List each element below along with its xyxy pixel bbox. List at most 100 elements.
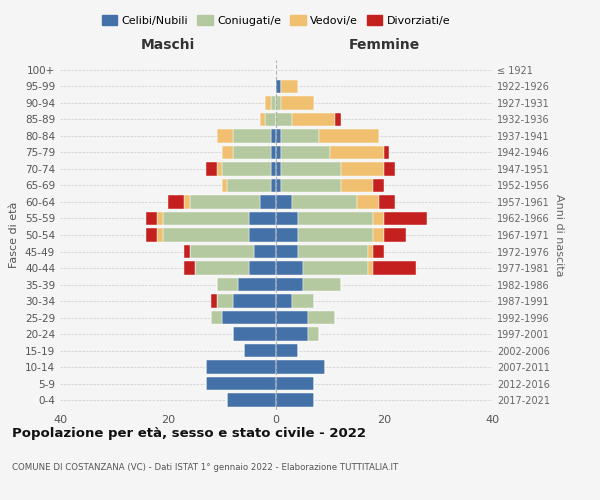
Bar: [292, 294, 314, 308]
Bar: [190, 195, 260, 209]
Bar: [276, 344, 298, 358]
Bar: [168, 195, 184, 209]
Bar: [265, 112, 276, 126]
Bar: [335, 112, 341, 126]
Bar: [303, 261, 368, 275]
Bar: [281, 80, 298, 93]
Bar: [384, 212, 427, 226]
Bar: [249, 228, 276, 242]
Bar: [271, 162, 276, 175]
Bar: [211, 311, 222, 324]
Bar: [157, 228, 163, 242]
Bar: [222, 162, 271, 175]
Bar: [206, 162, 217, 175]
Legend: Celibi/Nubili, Coniugati/e, Vedovi/e, Divorziati/e: Celibi/Nubili, Coniugati/e, Vedovi/e, Di…: [97, 10, 455, 30]
Bar: [368, 244, 373, 258]
Bar: [281, 96, 314, 110]
Bar: [271, 129, 276, 142]
Bar: [249, 261, 276, 275]
Bar: [217, 278, 238, 291]
Bar: [254, 244, 276, 258]
Bar: [163, 212, 249, 226]
Bar: [298, 212, 373, 226]
Bar: [276, 377, 314, 390]
Y-axis label: Fasce di età: Fasce di età: [10, 202, 19, 268]
Bar: [373, 212, 384, 226]
Bar: [206, 360, 276, 374]
Bar: [222, 146, 233, 159]
Bar: [276, 328, 308, 341]
Bar: [265, 96, 271, 110]
Bar: [276, 244, 298, 258]
Bar: [292, 195, 357, 209]
Bar: [233, 328, 276, 341]
Bar: [281, 129, 319, 142]
Bar: [217, 129, 233, 142]
Bar: [373, 244, 384, 258]
Bar: [276, 80, 281, 93]
Bar: [276, 278, 303, 291]
Bar: [217, 294, 233, 308]
Bar: [233, 129, 271, 142]
Bar: [211, 294, 217, 308]
Bar: [298, 244, 368, 258]
Bar: [357, 195, 379, 209]
Bar: [281, 162, 341, 175]
Bar: [271, 178, 276, 192]
Bar: [292, 112, 335, 126]
Bar: [157, 212, 163, 226]
Bar: [308, 328, 319, 341]
Y-axis label: Anni di nascita: Anni di nascita: [554, 194, 564, 276]
Bar: [384, 228, 406, 242]
Text: Femmine: Femmine: [349, 38, 419, 52]
Bar: [195, 261, 249, 275]
Bar: [227, 394, 276, 407]
Bar: [319, 129, 379, 142]
Bar: [227, 178, 271, 192]
Bar: [244, 344, 276, 358]
Bar: [276, 112, 292, 126]
Bar: [233, 294, 276, 308]
Bar: [190, 244, 254, 258]
Bar: [281, 178, 341, 192]
Bar: [276, 96, 281, 110]
Bar: [384, 146, 389, 159]
Bar: [276, 261, 303, 275]
Text: Popolazione per età, sesso e stato civile - 2022: Popolazione per età, sesso e stato civil…: [12, 428, 366, 440]
Bar: [373, 228, 384, 242]
Bar: [341, 178, 373, 192]
Bar: [276, 228, 298, 242]
Bar: [184, 244, 190, 258]
Bar: [276, 212, 298, 226]
Bar: [217, 162, 222, 175]
Bar: [368, 261, 373, 275]
Bar: [184, 261, 195, 275]
Bar: [184, 195, 190, 209]
Bar: [379, 195, 395, 209]
Text: Maschi: Maschi: [141, 38, 195, 52]
Text: COMUNE DI COSTANZANA (VC) - Dati ISTAT 1° gennaio 2022 - Elaborazione TUTTITALIA: COMUNE DI COSTANZANA (VC) - Dati ISTAT 1…: [12, 462, 398, 471]
Bar: [276, 195, 292, 209]
Bar: [260, 195, 276, 209]
Bar: [233, 146, 271, 159]
Bar: [146, 228, 157, 242]
Bar: [308, 311, 335, 324]
Bar: [271, 96, 276, 110]
Bar: [146, 212, 157, 226]
Bar: [276, 394, 314, 407]
Bar: [206, 377, 276, 390]
Bar: [384, 162, 395, 175]
Bar: [276, 360, 325, 374]
Bar: [260, 112, 265, 126]
Bar: [238, 278, 276, 291]
Bar: [373, 261, 416, 275]
Bar: [276, 294, 292, 308]
Bar: [276, 129, 281, 142]
Bar: [281, 146, 330, 159]
Bar: [222, 178, 227, 192]
Bar: [298, 228, 373, 242]
Bar: [222, 311, 276, 324]
Bar: [276, 311, 308, 324]
Bar: [276, 162, 281, 175]
Bar: [271, 146, 276, 159]
